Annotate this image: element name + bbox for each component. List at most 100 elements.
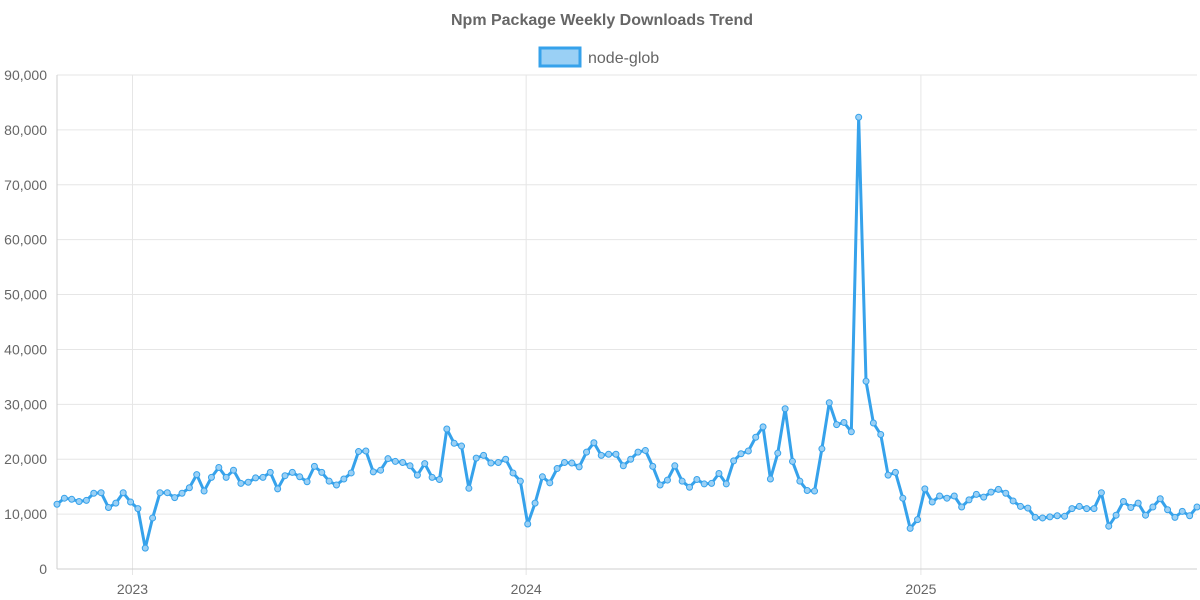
data-point[interactable] [730, 457, 738, 465]
data-point[interactable] [869, 419, 877, 427]
data-point[interactable] [207, 473, 215, 481]
data-point[interactable] [1134, 499, 1142, 507]
data-point[interactable] [472, 454, 480, 462]
data-point[interactable] [788, 457, 796, 465]
data-point[interactable] [855, 113, 863, 121]
data-point[interactable] [796, 477, 804, 485]
data-point[interactable] [502, 455, 510, 463]
data-point[interactable] [310, 462, 318, 470]
data-point[interactable] [178, 489, 186, 497]
data-point[interactable] [774, 449, 782, 457]
data-point[interactable] [1031, 513, 1039, 521]
data-point[interactable] [443, 425, 451, 433]
data-point[interactable] [575, 463, 583, 471]
data-point[interactable] [759, 423, 767, 431]
data-point[interactable] [1009, 497, 1017, 505]
data-point[interactable] [296, 473, 304, 481]
data-point[interactable] [612, 450, 620, 458]
data-point[interactable] [104, 504, 112, 512]
data-point[interactable] [833, 421, 841, 429]
data-point[interactable] [656, 481, 664, 489]
data-point[interactable] [421, 460, 429, 468]
data-point[interactable] [1149, 503, 1157, 511]
data-point[interactable] [994, 485, 1002, 493]
data-point[interactable] [266, 468, 274, 476]
data-point[interactable] [119, 489, 127, 497]
data-point[interactable] [627, 455, 635, 463]
data-point[interactable] [906, 524, 914, 532]
data-point[interactable] [465, 484, 473, 492]
data-point[interactable] [546, 479, 554, 487]
legend[interactable]: node-glob [538, 46, 659, 68]
data-point[interactable] [1075, 502, 1083, 510]
data-point[interactable] [82, 496, 90, 504]
data-point[interactable] [1024, 504, 1032, 512]
data-point[interactable] [406, 462, 414, 470]
data-point[interactable] [68, 495, 76, 503]
data-point[interactable] [340, 475, 348, 483]
data-point[interactable] [1186, 512, 1194, 520]
data-point[interactable] [1046, 513, 1054, 521]
data-point[interactable] [332, 481, 340, 489]
data-point[interactable] [663, 476, 671, 484]
data-point[interactable] [568, 459, 576, 467]
data-point[interactable] [950, 492, 958, 500]
data-point[interactable] [1171, 513, 1179, 521]
data-point[interactable] [1016, 502, 1024, 510]
data-point[interactable] [752, 433, 760, 441]
data-point[interactable] [766, 475, 774, 483]
data-point[interactable] [127, 498, 135, 506]
data-point[interactable] [252, 474, 260, 482]
data-point[interactable] [1193, 503, 1200, 511]
data-point[interactable] [1178, 507, 1186, 515]
data-point[interactable] [899, 494, 907, 502]
data-point[interactable] [281, 472, 289, 480]
data-point[interactable] [531, 499, 539, 507]
data-point[interactable] [516, 477, 524, 485]
data-point[interactable] [1112, 511, 1120, 519]
data-point[interactable] [1164, 506, 1172, 514]
data-point[interactable] [715, 469, 723, 477]
data-point[interactable] [60, 494, 68, 502]
data-point[interactable] [811, 487, 819, 495]
data-point[interactable] [347, 469, 355, 477]
data-point[interactable] [480, 451, 488, 459]
data-point[interactable] [274, 485, 282, 493]
data-point[interactable] [384, 455, 392, 463]
data-point[interactable] [428, 473, 436, 481]
data-point[interactable] [781, 405, 789, 413]
data-point[interactable] [112, 499, 120, 507]
data-point[interactable] [97, 489, 105, 497]
data-point[interactable] [435, 476, 443, 484]
data-point[interactable] [222, 473, 230, 481]
data-point[interactable] [958, 503, 966, 511]
data-point[interactable] [1105, 522, 1113, 530]
data-point[interactable] [722, 480, 730, 488]
data-point[interactable] [678, 477, 686, 485]
data-point[interactable] [928, 498, 936, 506]
data-point[interactable] [943, 494, 951, 502]
data-point[interactable] [671, 462, 679, 470]
data-point[interactable] [377, 466, 385, 474]
data-point[interactable] [686, 483, 694, 491]
data-point[interactable] [1142, 511, 1150, 519]
data-point[interactable] [987, 488, 995, 496]
data-point[interactable] [134, 505, 142, 513]
data-point[interactable] [399, 459, 407, 467]
data-point[interactable] [1127, 504, 1135, 512]
data-point[interactable] [75, 497, 83, 505]
data-point[interactable] [708, 479, 716, 487]
data-point[interactable] [1061, 512, 1069, 520]
data-point[interactable] [215, 463, 223, 471]
data-point[interactable] [149, 514, 157, 522]
data-point[interactable] [318, 468, 326, 476]
data-point[interactable] [840, 418, 848, 426]
data-point[interactable] [494, 459, 502, 467]
data-point[interactable] [538, 473, 546, 481]
data-point[interactable] [163, 489, 171, 497]
data-point[interactable] [156, 489, 164, 497]
data-point[interactable] [53, 500, 61, 508]
data-point[interactable] [641, 446, 649, 454]
data-point[interactable] [737, 450, 745, 458]
data-point[interactable] [288, 468, 296, 476]
